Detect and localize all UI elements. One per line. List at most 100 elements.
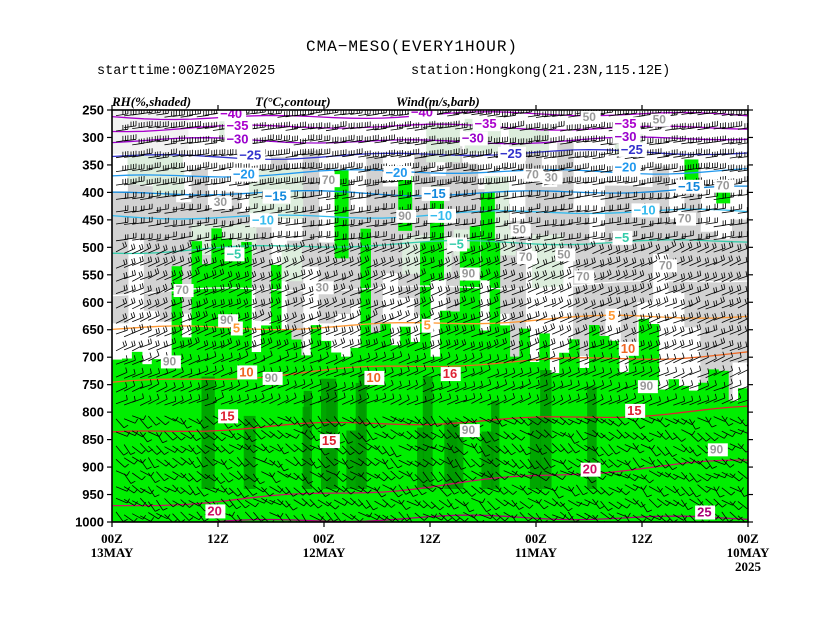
- wind-barb: [301, 248, 314, 254]
- wind-barb: [414, 224, 427, 228]
- wind-barb-flag: [696, 325, 699, 331]
- wind-barb: [640, 166, 653, 169]
- wind-barb: [455, 358, 467, 364]
- wind-barb: [414, 346, 427, 352]
- wind-barb-flag: [623, 300, 626, 306]
- wind-barb: [325, 301, 337, 308]
- wind-barb: [269, 275, 281, 282]
- wind-barb-flag: [449, 311, 451, 317]
- wind-barb-flag: [608, 286, 610, 292]
- wind-barb-flag: [190, 256, 193, 262]
- wind-barb-flag: [663, 272, 667, 278]
- wind-barb-flag: [351, 269, 354, 275]
- wind-barb: [164, 194, 177, 198]
- wind-barb-flag: [390, 339, 392, 345]
- wind-barb-flag: [497, 326, 500, 332]
- wind-barb: [229, 223, 242, 226]
- wind-barb: [277, 153, 290, 156]
- wind-barb-flag: [715, 324, 718, 330]
- wind-barb: [156, 288, 168, 295]
- wind-barb-flag: [122, 341, 125, 347]
- wind-barb-flag: [205, 310, 208, 316]
- wind-barb: [180, 197, 193, 200]
- wind-barb-flag: [690, 255, 693, 261]
- wind-barb: [705, 111, 718, 115]
- wind-barb: [261, 181, 274, 185]
- wind-barb: [487, 208, 500, 212]
- wind-barb-flag: [447, 256, 451, 262]
- wind-barb-flag: [441, 300, 443, 306]
- wind-barb: [309, 274, 321, 281]
- wind-barb-flag: [228, 299, 231, 305]
- wind-barb-flag: [553, 351, 556, 357]
- wind-barb-flag: [551, 298, 554, 305]
- wind-barb: [479, 316, 491, 322]
- rh-90-plume: [480, 192, 495, 281]
- wind-barb: [293, 235, 306, 238]
- wind-barb: [495, 304, 507, 310]
- wind-barb-flag: [399, 309, 402, 315]
- wind-barb: [438, 343, 451, 350]
- wind-barb: [212, 224, 225, 228]
- wind-barb: [568, 221, 581, 224]
- wind-barb-flag: [332, 340, 335, 346]
- wind-barb-flag: [139, 284, 142, 290]
- wind-barb-flag: [392, 327, 395, 333]
- wind-barb-flag: [271, 242, 274, 248]
- wind-barb-flag: [455, 255, 459, 261]
- wind-barb-flag: [680, 273, 683, 279]
- wind-barb: [471, 211, 484, 214]
- wind-barb: [471, 235, 484, 238]
- wind-barb: [124, 222, 137, 225]
- wind-barb: [148, 344, 160, 351]
- wind-barb-flag: [368, 298, 370, 304]
- wind-barb: [729, 194, 742, 197]
- wind-barb-flag: [190, 338, 192, 344]
- wind-barb: [632, 183, 645, 187]
- wind-barb: [584, 181, 597, 184]
- wind-barb-flag: [198, 354, 201, 361]
- wind-barb-flag: [593, 325, 596, 331]
- wind-barb-flag: [220, 244, 223, 250]
- wind-barb-flag: [133, 243, 136, 249]
- wind-barb-flag: [423, 243, 426, 249]
- wind-barb: [350, 246, 362, 252]
- wind-barb-flag: [715, 257, 718, 263]
- wind-barb-flag: [486, 257, 489, 263]
- wind-barb: [366, 235, 379, 238]
- wind-barb-flag: [558, 311, 562, 317]
- wind-barb: [479, 272, 491, 279]
- wind-barb-flag: [687, 272, 691, 278]
- wind-barb: [463, 250, 475, 255]
- wind-barb: [471, 332, 483, 338]
- wind-barb: [689, 356, 701, 363]
- wind-barb: [649, 222, 662, 225]
- wind-barb-flag: [303, 352, 306, 358]
- wind-barb-flag: [318, 269, 322, 275]
- wind-barb: [479, 302, 491, 308]
- wind-barb: [245, 275, 257, 282]
- wind-barb: [212, 344, 225, 350]
- wind-barb-flag: [520, 351, 524, 357]
- wind-barb: [455, 300, 466, 307]
- wind-barb: [657, 197, 670, 200]
- wind-barb: [600, 197, 613, 200]
- wind-barb: [204, 154, 217, 157]
- wind-barb: [552, 274, 564, 280]
- wind-barb-flag: [131, 298, 134, 304]
- wind-barb: [334, 125, 347, 129]
- wind-barb-flag: [640, 340, 643, 346]
- wind-barb: [608, 301, 621, 307]
- wind-barb: [729, 169, 742, 172]
- wind-barb-flag: [489, 298, 492, 304]
- wind-barb: [140, 125, 153, 128]
- wind-barb-flag: [593, 354, 596, 360]
- wind-barb-flag: [479, 342, 481, 348]
- wind-barb: [439, 141, 452, 144]
- rh-90-region: [181, 337, 193, 522]
- wind-barb-flag: [356, 310, 360, 316]
- wind-barb-flag: [567, 299, 570, 305]
- wind-barb: [471, 356, 483, 363]
- wind-barb: [576, 128, 589, 132]
- wind-barb-flag: [689, 340, 691, 346]
